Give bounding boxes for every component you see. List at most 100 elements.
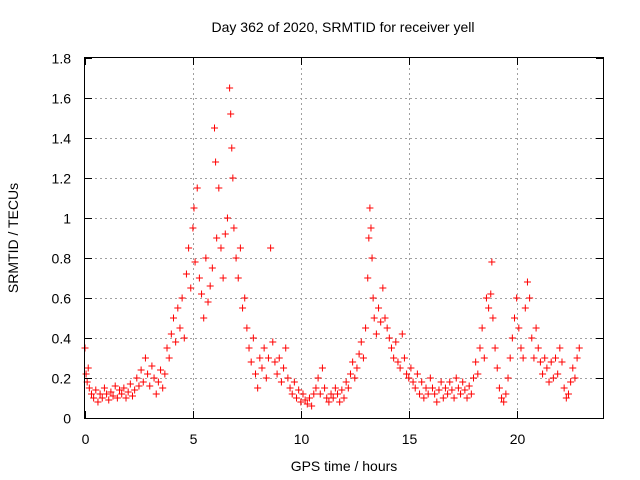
- data-point: [476, 344, 484, 352]
- data-point: [245, 344, 253, 352]
- data-point: [400, 354, 408, 362]
- data-point: [249, 334, 257, 342]
- data-point: [113, 394, 121, 402]
- data-point: [135, 382, 143, 390]
- data-point: [450, 394, 458, 402]
- data-point: [174, 304, 182, 312]
- data-point: [280, 364, 288, 372]
- data-point: [485, 304, 493, 312]
- data-point: [236, 244, 244, 252]
- data-point: [139, 378, 147, 386]
- data-point: [120, 384, 128, 392]
- data-point: [284, 374, 292, 382]
- data-point: [428, 384, 436, 392]
- data-point: [340, 394, 348, 402]
- data-point: [381, 314, 389, 322]
- data-point: [230, 224, 238, 232]
- data-point: [452, 374, 460, 382]
- data-point: [353, 364, 361, 372]
- data-point: [562, 394, 570, 402]
- data-point: [375, 304, 383, 312]
- data-point: [124, 388, 132, 396]
- data-point: [506, 354, 514, 362]
- data-point: [234, 274, 242, 282]
- data-point: [204, 298, 212, 306]
- y-tick-label: 1.6: [52, 91, 72, 107]
- data-point: [191, 258, 199, 266]
- x-tick-label: 0: [82, 431, 90, 447]
- data-point: [463, 394, 471, 402]
- data-point: [560, 384, 568, 392]
- data-point: [252, 370, 260, 378]
- scatter-points: [81, 84, 583, 410]
- x-tick-label: 10: [294, 431, 310, 447]
- data-point: [111, 382, 119, 390]
- data-point: [217, 244, 225, 252]
- data-point: [152, 390, 160, 398]
- data-point: [488, 258, 496, 266]
- data-point: [362, 324, 370, 332]
- data-point: [169, 314, 177, 322]
- data-point: [336, 398, 344, 406]
- data-point: [193, 184, 201, 192]
- data-point: [318, 364, 326, 372]
- data-point: [390, 354, 398, 362]
- data-point: [446, 378, 454, 386]
- data-point: [189, 224, 197, 232]
- data-point: [556, 344, 564, 352]
- data-point: [357, 338, 365, 346]
- data-point: [379, 284, 387, 292]
- data-point: [98, 394, 106, 402]
- data-point: [180, 334, 188, 342]
- data-point: [392, 338, 400, 346]
- y-tick-label: 1: [63, 211, 71, 227]
- data-point: [394, 358, 402, 366]
- data-point: [346, 370, 354, 378]
- data-point: [433, 398, 441, 406]
- data-point: [126, 380, 134, 388]
- data-point: [154, 378, 162, 386]
- data-point: [275, 354, 283, 362]
- data-point: [349, 358, 357, 366]
- data-point: [521, 304, 529, 312]
- data-point: [364, 274, 372, 282]
- chart-title: Day 362 of 2020, SRMTID for receiver yel…: [212, 19, 475, 35]
- data-point: [87, 390, 95, 398]
- data-point: [282, 344, 290, 352]
- data-point: [185, 244, 193, 252]
- data-point: [290, 378, 298, 386]
- data-point: [314, 374, 322, 382]
- data-point: [295, 386, 303, 394]
- data-point: [105, 396, 113, 404]
- data-point: [131, 386, 139, 394]
- data-point: [519, 354, 527, 362]
- data-point: [232, 254, 240, 262]
- data-point: [299, 390, 307, 398]
- data-point: [489, 314, 497, 322]
- data-point: [532, 324, 540, 332]
- data-point: [511, 314, 519, 322]
- data-point: [150, 374, 158, 382]
- data-point: [396, 364, 404, 372]
- data-point: [190, 204, 198, 212]
- data-point: [273, 370, 281, 378]
- data-point: [172, 338, 180, 346]
- data-point: [367, 224, 375, 232]
- data-point: [437, 378, 445, 386]
- data-point: [504, 374, 512, 382]
- y-tick-label: 1.8: [52, 51, 72, 67]
- data-point: [502, 390, 510, 398]
- data-point: [187, 284, 195, 292]
- data-point: [325, 398, 333, 406]
- data-point: [157, 366, 165, 374]
- data-point: [109, 392, 117, 400]
- data-point: [226, 84, 234, 92]
- data-point: [554, 370, 562, 378]
- data-point: [407, 364, 415, 372]
- data-point: [508, 334, 516, 342]
- data-point: [545, 378, 553, 386]
- data-point: [176, 324, 184, 332]
- data-point: [308, 402, 316, 410]
- data-point: [377, 318, 385, 326]
- data-point: [480, 354, 488, 362]
